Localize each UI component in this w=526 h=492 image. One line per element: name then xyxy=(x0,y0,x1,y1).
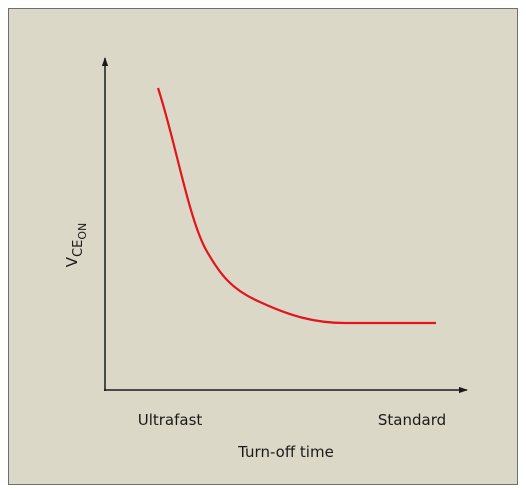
panel xyxy=(8,8,518,485)
x-left-label: Ultrafast xyxy=(138,411,203,429)
y-label-subsub: ON xyxy=(76,223,89,240)
x-axis-label: Turn-off time xyxy=(237,443,334,461)
y-label-main: V xyxy=(63,256,81,267)
y-axis-label: VCEON xyxy=(63,223,89,267)
curve xyxy=(156,87,436,325)
x-right-label: Standard xyxy=(378,411,446,429)
y-label-sub: CE xyxy=(71,240,86,257)
